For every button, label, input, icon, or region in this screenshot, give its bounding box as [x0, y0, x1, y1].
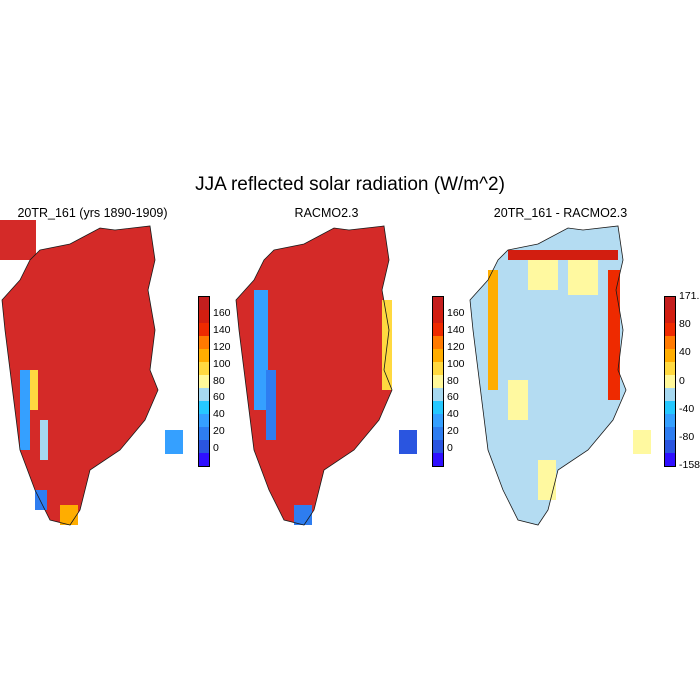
colorbar-swatch	[199, 427, 209, 440]
colorbar-swatch	[199, 401, 209, 414]
colorbar-tick-label: 140	[213, 323, 231, 336]
colorbar-swatch	[665, 310, 675, 323]
panel-title-racmo: RACMO2.3	[294, 206, 359, 220]
colorbar-swatch	[199, 336, 209, 349]
colorbar-swatch	[433, 440, 443, 453]
colorbar-swatch	[665, 453, 675, 466]
colorbar-swatch	[199, 297, 209, 310]
colorbar-tick-label: 80	[679, 318, 691, 331]
colorbar-swatch	[665, 375, 675, 388]
colorbar-swatch	[199, 362, 209, 375]
colorbar-tick-label: 0	[447, 442, 453, 455]
colorbar-tick-label: 160	[213, 306, 231, 319]
colorbar-swatch	[433, 375, 443, 388]
colorbar-swatch	[433, 401, 443, 414]
colorbar-swatch	[199, 388, 209, 401]
colorbar-tick-label: 80	[447, 374, 459, 387]
colorbar-box	[664, 296, 676, 467]
colorbar-tick-label: 20	[447, 425, 459, 438]
map-panel-racmo	[234, 220, 434, 540]
colorbar-tick-label: 60	[213, 391, 225, 404]
colorbar-tick-label: 120	[213, 340, 231, 353]
colorbar-swatch	[665, 323, 675, 336]
colorbar-box	[198, 296, 210, 467]
colorbar-swatch	[665, 401, 675, 414]
colorbar-tick-label: -40	[679, 402, 695, 415]
colorbar-swatch	[433, 310, 443, 323]
colorbar-swatch	[665, 362, 675, 375]
colorbar-swatch	[433, 336, 443, 349]
colorbar-swatch	[199, 323, 209, 336]
colorbar-tick-label: 120	[447, 340, 465, 353]
colorbar-tick-label: -158.	[679, 459, 700, 471]
colorbar-tick-label: 80	[213, 374, 225, 387]
colorbar-box	[432, 296, 444, 467]
colorbar-tick-label: 40	[447, 408, 459, 421]
colorbar-tick-label: 40	[213, 408, 225, 421]
colorbar-swatch	[665, 440, 675, 453]
map-panel-model	[0, 220, 200, 540]
colorbar-swatch	[433, 388, 443, 401]
colorbar-tick-label: 60	[447, 391, 459, 404]
colorbar-tick-label: -80	[679, 430, 695, 443]
colorbar-swatch	[433, 297, 443, 310]
colorbar-tick-label: 171.	[679, 290, 700, 302]
colorbar-swatch	[199, 453, 209, 466]
colorbar-tick-label: 100	[213, 357, 231, 370]
colorbar-swatch	[433, 349, 443, 362]
colorbar-swatch	[665, 349, 675, 362]
panel-title-model: 20TR_161 (yrs 1890-1909)	[17, 206, 168, 220]
colorbar-swatch	[665, 336, 675, 349]
colorbar-swatch	[199, 349, 209, 362]
colorbar-swatch	[433, 362, 443, 375]
map-panel-diff	[468, 220, 668, 540]
colorbar-swatch	[433, 453, 443, 466]
colorbar-swatch	[665, 388, 675, 401]
colorbar-swatch	[665, 427, 675, 440]
figure-title: JJA reflected solar radiation (W/m^2)	[195, 174, 505, 195]
colorbar-swatch	[199, 440, 209, 453]
colorbar-swatch	[199, 414, 209, 427]
colorbar-tick-label: 100	[447, 357, 465, 370]
colorbar-tick-label: 40	[679, 346, 691, 359]
colorbar-tick-label: 140	[447, 323, 465, 336]
colorbar-swatch	[199, 375, 209, 388]
colorbar-tick-label: 0	[679, 374, 685, 387]
colorbar-swatch	[665, 297, 675, 310]
panel-title-diff: 20TR_161 - RACMO2.3	[493, 206, 628, 220]
colorbar-tick-label: 20	[213, 425, 225, 438]
colorbar-swatch	[665, 414, 675, 427]
colorbar-swatch	[433, 427, 443, 440]
colorbar-swatch	[199, 310, 209, 323]
colorbar-tick-label: 160	[447, 306, 465, 319]
colorbar-tick-label: 0	[213, 442, 219, 455]
colorbar-swatch	[433, 414, 443, 427]
colorbar-swatch	[433, 323, 443, 336]
